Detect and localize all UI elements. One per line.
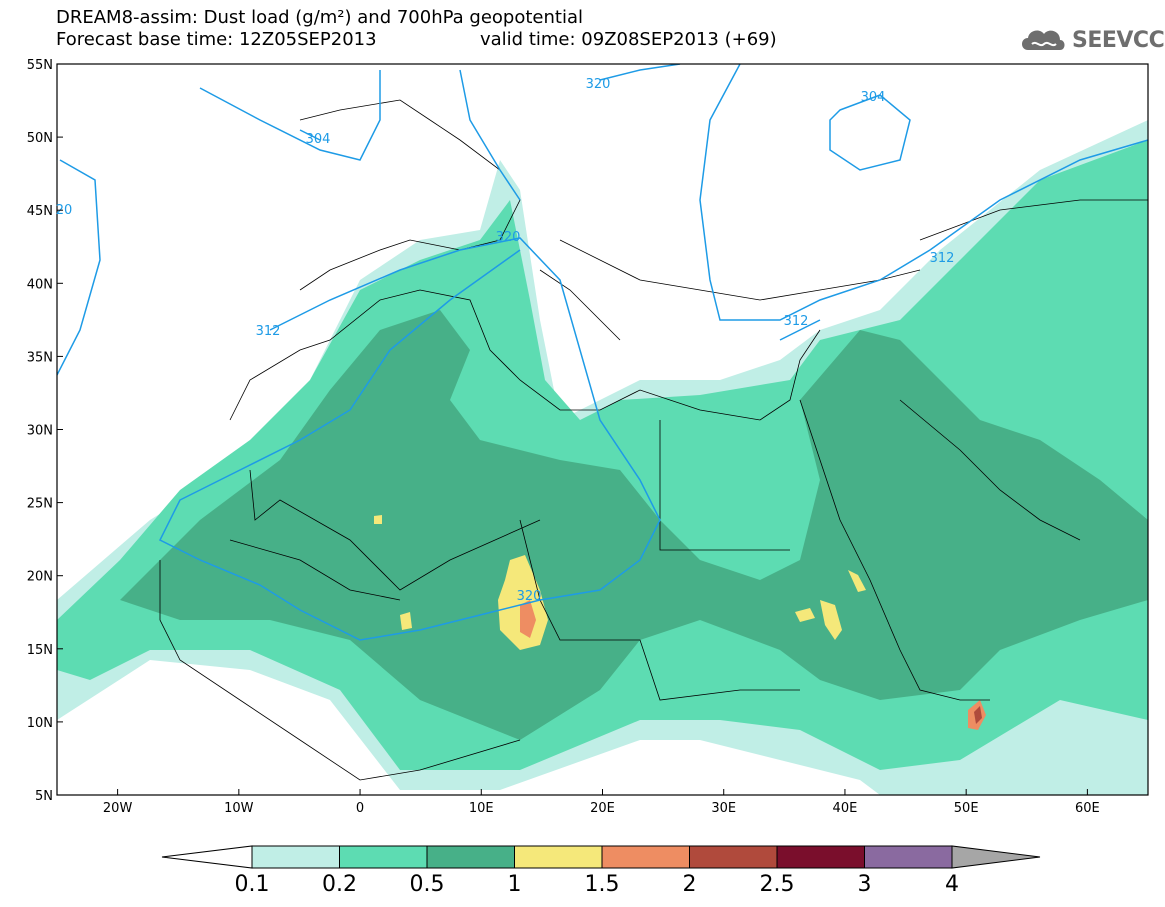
lat-tick-label: 55N <box>27 58 53 73</box>
colorbar-segment <box>514 845 603 869</box>
lat-tick-label: 20N <box>27 570 53 585</box>
dust-layer-2-somalia <box>974 706 982 724</box>
colorbar-label: 1.5 <box>584 872 620 897</box>
map-title: DREAM8-assim: Dust load (g/m²) and 700hP… <box>56 7 583 28</box>
colorbar-segment <box>426 845 515 869</box>
colorbar-label: 1 <box>507 872 522 897</box>
forecast-base-time: Forecast base time: 12Z05SEP2013 <box>56 29 377 50</box>
lat-tick-label: 30N <box>27 424 53 439</box>
seevccc-logo: SEEVCCC <box>1018 24 1165 58</box>
lat-tick-label: 15N <box>27 643 53 658</box>
dust-layer-1-eritrea <box>820 600 842 640</box>
lon-tick-label: 40E <box>833 801 858 816</box>
contour-label: 304 <box>306 132 331 147</box>
lon-tick-label: 60E <box>1075 801 1100 816</box>
colorbar-segment <box>339 845 428 869</box>
colorbar-label: 2 <box>682 872 697 897</box>
colorbar-low-arrow <box>161 845 253 869</box>
colorbar-high-arrow <box>951 845 1041 869</box>
colorbar-segment <box>776 845 865 869</box>
colorbar-label: 2.5 <box>759 872 795 897</box>
lat-tick-label: 50N <box>27 131 53 146</box>
contour-label: 312 <box>930 251 955 266</box>
logo-text: SEEVCCC <box>1072 28 1165 53</box>
colorbar-segment <box>689 845 778 869</box>
lat-tick-label: 45N <box>27 204 53 219</box>
colorbar-label: 0.1 <box>234 872 270 897</box>
contour-label: 320 <box>586 77 611 92</box>
lat-tick-label: 5N <box>35 789 53 804</box>
lat-tick-label: 40N <box>27 277 53 292</box>
contour-label: 312 <box>256 324 281 339</box>
lat-tick-label: 35N <box>27 350 53 365</box>
lon-tick-label: 20W <box>103 801 133 816</box>
colorbar-segment <box>864 845 953 869</box>
dust-layer-0-5 <box>120 310 1148 740</box>
lon-tick-label: 10W <box>224 801 254 816</box>
colorbar-label: 0.5 <box>409 872 445 897</box>
dust-layer-1-5-chad <box>520 600 536 638</box>
geopotential-contours <box>57 64 1148 641</box>
lon-tick-label: 20E <box>590 801 615 816</box>
lat-tick-label: 25N <box>27 497 53 512</box>
lon-tick-label: 10E <box>469 801 494 816</box>
colorbar-label: 0.2 <box>322 872 357 897</box>
dust-layer-1-chad <box>498 555 548 650</box>
colorbar-label: 3 <box>857 872 872 897</box>
lat-tick-label: 10N <box>27 716 53 731</box>
colorbar-segment <box>251 845 340 869</box>
contour-label: 312 <box>784 314 809 329</box>
colorbar-label: 4 <box>945 872 959 897</box>
cloud-icon <box>1022 30 1065 50</box>
contour-label: 20 <box>56 203 73 218</box>
lon-tick-label: 0 <box>356 801 364 816</box>
contour-label: 304 <box>861 90 886 105</box>
valid-time: valid time: 09Z08SEP2013 (+69) <box>480 29 777 50</box>
contour-label: 320 <box>517 589 542 604</box>
dust-layer-1-algeria <box>374 515 382 524</box>
lon-tick-label: 30E <box>711 801 736 816</box>
colorbar <box>161 845 1041 869</box>
colorbar-segment <box>601 845 690 869</box>
contour-label: 320 <box>496 230 521 245</box>
dust-layer-1-sudan <box>795 608 815 622</box>
dust-layer-1-niger <box>400 612 412 630</box>
lon-tick-label: 50E <box>954 801 979 816</box>
dust-layer-1-yemen <box>848 570 866 592</box>
